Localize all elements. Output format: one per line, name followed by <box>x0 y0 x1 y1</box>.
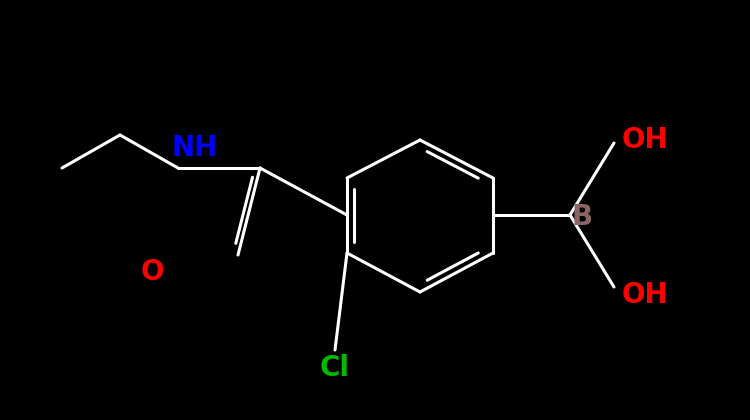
Text: OH: OH <box>622 281 668 309</box>
Text: NH: NH <box>172 134 218 162</box>
Text: Cl: Cl <box>320 354 350 382</box>
Text: O: O <box>140 258 164 286</box>
Text: OH: OH <box>622 126 668 154</box>
Text: B: B <box>572 203 592 231</box>
